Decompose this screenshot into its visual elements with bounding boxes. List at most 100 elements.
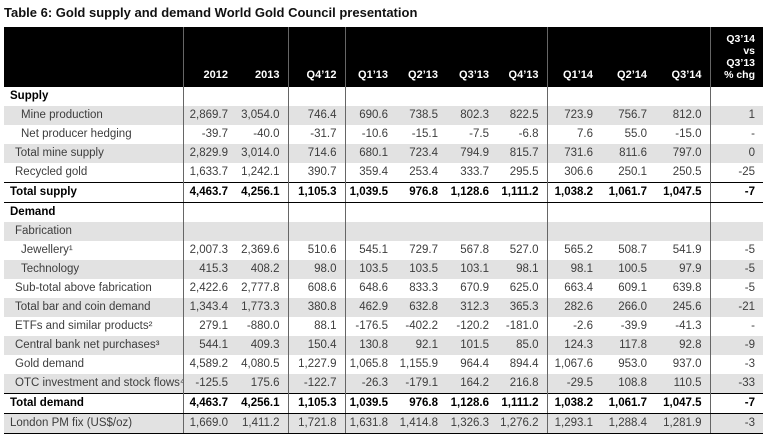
cell-value: 1,105.3 — [287, 393, 345, 414]
cell-value — [709, 222, 763, 241]
cell-value: -880.0 — [246, 320, 280, 332]
cell-value: 976.8 — [396, 182, 446, 203]
cell-value — [709, 87, 763, 106]
cell-value — [546, 222, 601, 241]
row-label: OTC investment and stock flows⁴ — [4, 374, 183, 394]
cell-value: -9 — [709, 336, 763, 355]
cell-value: -40.0 — [253, 128, 280, 140]
row-label: Total supply — [4, 182, 183, 203]
cell-value: 1,038.2 — [546, 393, 601, 414]
table-row: Jewellery¹ 2,007.3 2,369.6 510.6 545.1 729.7 5… — [4, 241, 763, 260]
cell-value: 0 — [709, 144, 763, 163]
cell-value: -181.0 — [505, 320, 539, 332]
cell-value: 2,829.9 — [182, 144, 236, 163]
cell-value: 4,080.5 — [241, 358, 280, 370]
column-header: Q3’13 — [446, 27, 497, 87]
cell-value: 4,256.1 — [236, 393, 288, 414]
cell-value — [446, 87, 497, 106]
gold-supply-demand-table: 2012 2013 Q4’12 Q1’13 Q2’13 Q3’13 Q4’13 Q1’14 Q2… — [4, 27, 763, 434]
cell-value: -29.5 — [546, 374, 601, 394]
cell-value: 3,014.0 — [236, 144, 288, 163]
cell-value: -179.1 — [396, 374, 446, 394]
row-label: Fabrication — [4, 222, 183, 241]
cell-value — [709, 202, 763, 222]
cell-value: 4,256.1 — [236, 182, 288, 203]
table-row: ETFs and similar products² 279.1 -880.0 88.… — [4, 317, 763, 336]
cell-value — [446, 222, 497, 241]
cell-value: 333.7 — [460, 166, 489, 178]
cell-value: 1,047.5 — [655, 393, 710, 414]
cell-value: 88.1 — [287, 317, 345, 336]
cell-value: 92.8 — [655, 336, 710, 355]
cell-value: -15.1 — [411, 128, 438, 140]
cell-value: 365.3 — [497, 298, 547, 317]
row-label: Recycled gold — [15, 166, 88, 178]
cell-value — [287, 87, 345, 106]
cell-value: -5 — [709, 260, 763, 279]
cell-value: 648.6 — [344, 279, 396, 298]
cell-value: 1,343.4 — [182, 298, 236, 317]
cell-value: -10.6 — [344, 125, 396, 144]
cell-value — [497, 203, 547, 223]
cell-value: 1,633.7 — [182, 163, 236, 183]
cell-value: 150.4 — [287, 336, 345, 355]
table-row: Recycled gold 1,633.7 1,242.1 390.7 359.4 253… — [4, 163, 763, 183]
cell-value: 1,105.3 — [287, 182, 345, 203]
cell-value: -6.8 — [518, 128, 539, 140]
cell-value: -7 — [709, 182, 763, 203]
cell-value: 312.3 — [446, 298, 497, 317]
cell-value: 976.8 — [396, 393, 446, 414]
cell-value: 797.0 — [655, 144, 710, 163]
cell-value: 100.5 — [601, 260, 655, 279]
row-label: Total mine supply — [4, 144, 183, 163]
page-title: Table 6: Gold supply and demand World Go… — [4, 5, 418, 20]
row-label: Gold demand — [15, 358, 85, 370]
cell-value: 7.6 — [546, 125, 601, 144]
table-row: Total supply 4,463.7 4,256.1 1,105.3 1,039.5… — [4, 182, 763, 203]
cell-value: 1,155.9 — [399, 358, 438, 370]
cell-value: 4,463.7 — [182, 182, 236, 203]
column-header: Q1’14 — [546, 27, 601, 87]
column-header: Q2’14 — [601, 27, 655, 87]
cell-value: 1,067.6 — [546, 355, 601, 374]
table-row: London PM fix (US$/oz) 1,669.0 1,411.2 1,72… — [4, 413, 763, 434]
row-label: Demand — [10, 206, 56, 218]
cell-value: - — [709, 125, 763, 144]
column-header: 2012 — [182, 27, 236, 87]
cell-value: 103.5 — [344, 260, 396, 279]
cell-value — [287, 202, 345, 222]
cell-value: 2,869.7 — [182, 106, 236, 125]
row-label: Supply — [10, 90, 49, 102]
cell-value: 608.6 — [287, 279, 345, 298]
cell-value: 1,111.2 — [497, 393, 547, 414]
cell-value: 680.1 — [344, 144, 396, 163]
cell-value: 279.1 — [182, 317, 236, 336]
cell-value: -5 — [709, 241, 763, 260]
cell-value: -21 — [709, 298, 763, 317]
cell-value — [497, 222, 547, 241]
cell-value: 723.9 — [546, 106, 601, 125]
cell-value — [655, 87, 710, 106]
cell-value: 544.1 — [182, 336, 236, 355]
cell-value: -7.5 — [469, 128, 489, 140]
column-header: Q2’13 — [396, 27, 446, 87]
cell-value: 1,242.1 — [241, 166, 280, 178]
cell-value: 510.6 — [287, 241, 345, 260]
cell-value: 1,276.2 — [497, 413, 547, 434]
cell-value: -3 — [709, 355, 763, 374]
cell-value: 3,054.0 — [236, 106, 288, 125]
cell-value: - — [709, 317, 763, 336]
cell-value: 1,281.9 — [655, 413, 710, 434]
cell-value: 390.7 — [287, 163, 345, 183]
table-row: Total demand 4,463.7 4,256.1 1,105.3 1,039.5… — [4, 393, 763, 414]
cell-value: 1,038.2 — [546, 182, 601, 203]
table-row: Total mine supply 2,829.9 3,014.0 714.6 680.… — [4, 144, 763, 163]
row-label: Jewellery¹ — [21, 244, 73, 256]
table-row: Gold demand 4,589.2 4,080.5 1,227.9 1,065.8 1… — [4, 355, 763, 374]
cell-value: 794.9 — [446, 144, 497, 163]
cell-value: 746.4 — [287, 106, 345, 125]
cell-value: 117.8 — [601, 336, 655, 355]
cell-value: 4,463.7 — [182, 393, 236, 414]
cell-value: 632.8 — [396, 298, 446, 317]
